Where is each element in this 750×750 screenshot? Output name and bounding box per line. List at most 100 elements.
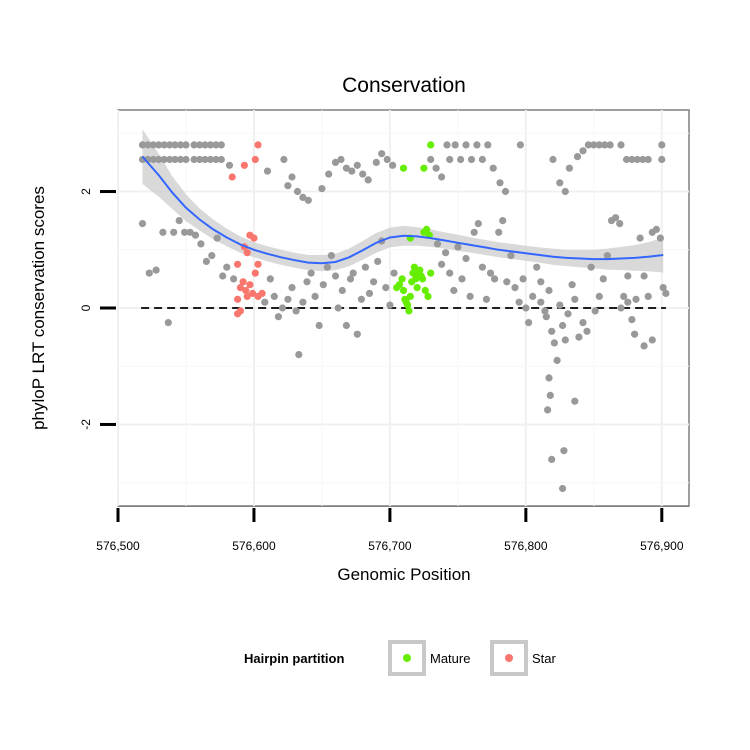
point-other [553,356,561,364]
point-other [378,150,386,158]
point-other [166,155,174,164]
y-axis-title: phyloP LRT conservation scores [29,186,48,430]
point-other [474,220,482,228]
point-other [473,141,481,149]
point-other [374,257,382,265]
point-other [353,161,361,169]
point-other [622,155,631,164]
point-other [390,269,398,277]
legend-item-star: Star [490,640,557,676]
point-other [559,321,567,330]
point-mature [398,275,406,283]
point-other [382,284,390,292]
point-other [266,275,274,283]
point-mature [413,284,421,292]
point-other [212,155,220,164]
point-other [466,292,474,300]
point-other [450,286,458,295]
point-other [225,161,234,169]
point-other [315,321,323,330]
point-other [292,307,300,315]
point-other [564,310,572,318]
point-other [230,275,238,283]
point-other [171,155,179,164]
point-other [599,275,607,283]
point-star [239,278,247,286]
point-other [446,155,454,164]
point-other [587,263,595,271]
point-other [489,164,497,172]
point-other [624,298,632,306]
point-star [243,292,251,300]
point-other [346,275,355,283]
point-other [261,298,269,306]
point-other [171,141,179,149]
point-star [251,269,259,277]
point-other [270,292,278,300]
x-tick-label: 576,600 [232,539,276,553]
x-axis-title: Genomic Position [337,565,470,584]
point-other [370,278,378,286]
point-other [507,252,515,260]
point-other [561,187,569,196]
point-other [307,269,315,277]
point-other [433,240,442,248]
legend-title: Hairpin partition [244,651,344,666]
chart-title: Conservation [342,74,466,97]
point-star [251,155,259,164]
point-other [561,336,569,344]
point-other [546,391,554,399]
point-other [176,155,185,164]
point-other [522,304,530,312]
legend-swatch-star [505,654,513,662]
point-other [197,240,205,248]
point-star [250,234,258,242]
point-star [234,310,242,318]
smooth-line-path [141,155,664,265]
point-other [467,155,476,164]
point-mature [395,281,403,289]
point-other [529,292,537,300]
point-other [364,176,372,184]
point-other [491,275,499,283]
point-other [284,295,292,303]
point-other [496,179,504,187]
point-other [342,321,350,330]
point-mature [404,301,412,309]
smooth-trend-line [141,155,664,265]
point-other [288,173,296,181]
point-mature [418,275,427,283]
point-mature [416,266,424,274]
point-other [573,153,582,161]
point-other [190,141,198,149]
point-other [640,272,648,280]
legend-label-star: Star [532,651,557,666]
point-other [342,164,350,172]
point-other [457,155,465,164]
point-other [438,173,446,181]
point-other [149,155,157,164]
x-tick-label: 576,500 [96,539,140,553]
legend: Hairpin partition Mature Star [244,640,557,676]
point-other [545,374,553,382]
point-other [631,330,639,338]
point-other [186,228,194,236]
point-other [495,228,503,236]
point-other [542,313,550,321]
point-other [196,141,204,149]
point-other [628,155,636,164]
point-other [145,269,153,277]
point-other [359,170,367,178]
point-mature [410,263,418,271]
point-other [545,286,553,295]
point-other [652,225,661,233]
point-other [571,295,579,303]
point-other [288,284,296,292]
point-other [155,155,163,164]
point-other [584,141,593,149]
legend-label-mature: Mature [430,651,470,666]
point-other [176,141,185,149]
point-other [544,406,552,414]
point-star [258,289,266,297]
point-other [274,313,282,321]
